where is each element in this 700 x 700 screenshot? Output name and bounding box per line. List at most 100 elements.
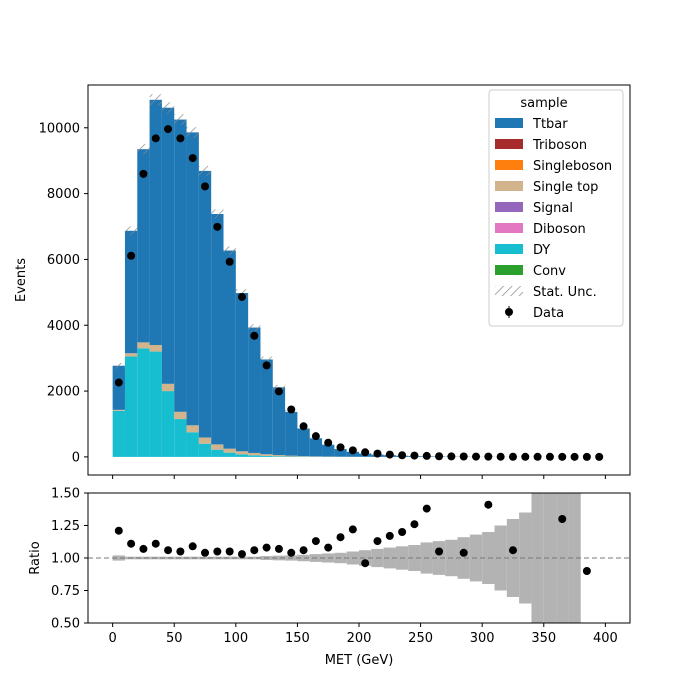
bar (248, 452, 261, 456)
y-tick-label: 0 (72, 450, 80, 465)
data-point (447, 452, 456, 461)
stat-unc-band (186, 127, 199, 138)
stat-unc-band (248, 324, 261, 331)
bar (124, 356, 138, 457)
bar (161, 107, 175, 384)
data-point (213, 222, 222, 231)
stat-unc-band (112, 362, 125, 369)
y-tick-label: 0.75 (51, 584, 80, 599)
data-point (176, 134, 185, 143)
bar (174, 119, 187, 412)
data-point (127, 251, 136, 260)
bar (161, 391, 175, 457)
bar (124, 353, 138, 357)
bar (137, 149, 150, 343)
bar (186, 425, 199, 433)
bar (149, 345, 162, 352)
data-point (496, 452, 505, 461)
ratio-point (250, 546, 259, 555)
bar (223, 250, 236, 449)
y-tick-label: 1.50 (51, 487, 80, 502)
x-axis-label: MET (GeV) (325, 653, 394, 668)
legend-title: sample (520, 96, 567, 111)
ratio-point (127, 539, 136, 548)
ratio-point (164, 546, 173, 555)
legend-label: Data (533, 306, 564, 321)
stat-unc-band (124, 226, 138, 236)
data-point (435, 452, 444, 461)
data-point (250, 331, 259, 340)
bar (186, 432, 199, 457)
ratio-point (373, 537, 382, 546)
data-point (348, 446, 357, 455)
bar (235, 454, 249, 457)
data-point (570, 452, 579, 461)
data-point (484, 452, 493, 461)
data-point (595, 452, 604, 461)
data-point (274, 387, 283, 396)
ratio-point (213, 547, 222, 556)
bar (149, 351, 162, 457)
data-point (336, 443, 345, 452)
bar (285, 455, 298, 457)
data-point (385, 450, 394, 459)
data-point (545, 452, 554, 461)
data-point (287, 405, 296, 414)
stat-unc-band (272, 384, 286, 390)
ratio-point (410, 520, 419, 529)
x-tick-label: 100 (223, 631, 248, 646)
data-point (361, 448, 370, 457)
ratio-point (299, 546, 308, 555)
bar (223, 448, 236, 453)
bar (309, 438, 323, 457)
legend-swatch (495, 160, 523, 170)
legend-swatch (495, 244, 523, 254)
data-point (521, 452, 530, 461)
ratio-point (287, 548, 296, 557)
ratio-point (558, 515, 567, 523)
ratio-point (114, 526, 123, 535)
ratio-point (348, 525, 357, 534)
x-tick-label: 250 (408, 631, 433, 646)
y-tick-label: 4000 (47, 319, 80, 334)
ratio-point (188, 542, 197, 551)
band-segment (112, 555, 125, 561)
bar (272, 455, 286, 457)
ratio-point (225, 547, 234, 556)
band-segment (519, 512, 532, 604)
bar (198, 437, 212, 444)
legend-marker (505, 308, 513, 316)
ratio-point (336, 533, 345, 542)
legend-label: DY (533, 243, 550, 258)
bar (174, 419, 187, 457)
legend-swatch (495, 223, 523, 233)
bar (174, 411, 187, 420)
legend-swatch (495, 118, 523, 128)
band-segment (297, 554, 310, 562)
data-point (398, 451, 407, 460)
x-tick-label: 350 (531, 631, 556, 646)
y-tick-label: 1.00 (51, 552, 80, 567)
data-point (151, 134, 160, 143)
y-axis-label: Ratio (28, 541, 43, 574)
legend-label: Conv (533, 264, 566, 279)
ratio-point (398, 528, 407, 536)
data-point (114, 378, 123, 387)
ratio-point (484, 500, 493, 509)
stat-unc-band (137, 144, 150, 155)
bar (124, 230, 138, 354)
legend-label: Stat. Unc. (533, 285, 597, 300)
bar (186, 132, 199, 426)
bar (161, 383, 175, 392)
data-point (164, 125, 173, 134)
band-segment (272, 555, 286, 561)
stat-unc-band (174, 114, 187, 125)
series-single-top (112, 342, 396, 457)
data-point (533, 452, 542, 461)
series-ttbar (112, 99, 569, 457)
x-tick-label: 150 (285, 631, 310, 646)
bar (137, 348, 150, 457)
data-point (237, 292, 246, 301)
band-segment (223, 556, 236, 560)
